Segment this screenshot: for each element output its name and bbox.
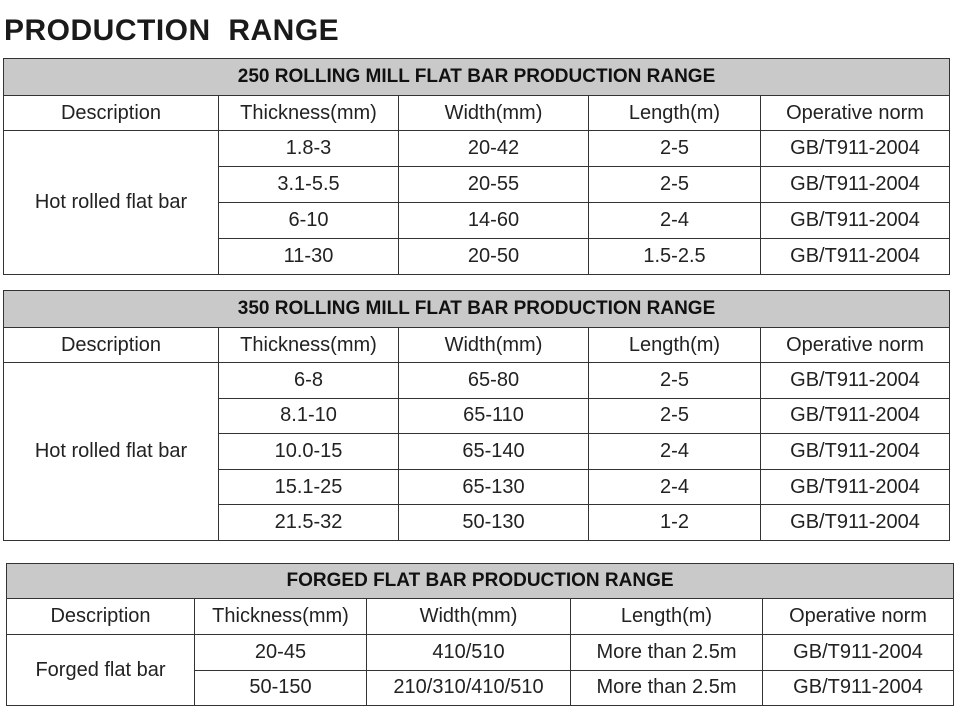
header-width: Width(mm) [366, 598, 571, 635]
length-cell: 2-5 [588, 397, 761, 435]
table-caption: 250 ROLLING MILL FLAT BAR PRODUCTION RAN… [2, 58, 951, 96]
width-cell: 210/310/410/510 [366, 669, 571, 706]
thickness-cell: 1.8-3 [218, 130, 399, 167]
description-cell: Hot rolled flat bar [3, 130, 219, 275]
header-length: Length(m) [588, 327, 761, 363]
width-cell: 65-110 [398, 397, 589, 435]
norm-cell: GB/T911-2004 [759, 362, 951, 399]
description-cell: Forged flat bar [6, 634, 195, 706]
thickness-cell: 21.5-32 [218, 504, 399, 541]
width-cell: 410/510 [366, 634, 571, 671]
table-row: 21.5-32 50-130 1-2 GB/T911-2004 [4, 504, 951, 541]
length-cell: More than 2.5m [570, 669, 763, 706]
norm-cell: GB/T911-2004 [759, 433, 951, 470]
header-thickness: Thickness(mm) [218, 327, 399, 363]
length-cell: 2-5 [588, 166, 761, 203]
norm-cell: GB/T911-2004 [761, 634, 955, 671]
header-length: Length(m) [588, 95, 761, 131]
table-row: Forged flat bar 20-45 410/510 More than … [6, 634, 955, 706]
width-cell: 14-60 [398, 202, 589, 239]
width-cell: 50-130 [398, 504, 589, 541]
norm-cell: GB/T911-2004 [761, 669, 955, 706]
width-cell: 20-42 [398, 130, 589, 167]
header-operative-norm: Operative norm [759, 327, 951, 363]
thickness-cell: 6-8 [218, 362, 399, 399]
thickness-cell: 20-45 [194, 634, 367, 671]
table-row: 15.1-25 65-130 2-4 GB/T911-2004 [4, 468, 951, 506]
norm-cell: GB/T911-2004 [759, 238, 951, 275]
table-row: 11-30 20-50 1.5-2.5 GB/T911-2004 [4, 238, 951, 275]
table-forged-flat-bar: FORGED FLAT BAR PRODUCTION RANGE Descrip… [5, 563, 955, 706]
header-width: Width(mm) [398, 95, 589, 131]
table-row: Hot rolled flat bar 1.8-3 20-42 2-5 GB/T… [3, 130, 951, 275]
header-description: Description [6, 598, 195, 635]
header-operative-norm: Operative norm [759, 95, 951, 131]
width-cell: 65-80 [398, 362, 589, 399]
table-row: Hot rolled flat bar 6-8 65-80 2-5 GB/T91… [3, 362, 951, 541]
table-row: 8.1-10 65-110 2-5 GB/T911-2004 [4, 397, 951, 435]
length-cell: More than 2.5m [570, 634, 763, 671]
norm-cell: GB/T911-2004 [759, 202, 951, 239]
norm-cell: GB/T911-2004 [759, 504, 951, 541]
width-cell: 65-130 [398, 468, 589, 506]
table-row: 50-150 210/310/410/510 More than 2.5m GB… [7, 669, 955, 706]
table-350-rolling-mill: 350 ROLLING MILL FLAT BAR PRODUCTION RAN… [2, 290, 951, 541]
header-row: Description Thickness(mm) Width(mm) Leng… [6, 598, 955, 635]
length-cell: 2-4 [588, 202, 761, 239]
thickness-cell: 50-150 [194, 669, 367, 706]
width-cell: 20-55 [398, 166, 589, 203]
header-width: Width(mm) [398, 327, 589, 363]
thickness-cell: 8.1-10 [218, 397, 399, 435]
table-250-rolling-mill: 250 ROLLING MILL FLAT BAR PRODUCTION RAN… [2, 58, 951, 275]
length-cell: 1.5-2.5 [588, 238, 761, 275]
length-cell: 1-2 [588, 504, 761, 541]
table-row: 6-10 14-60 2-4 GB/T911-2004 [4, 202, 951, 239]
table-row: 3.1-5.5 20-55 2-5 GB/T911-2004 [4, 166, 951, 203]
page-title: PRODUCTION RANGE [4, 14, 340, 47]
table-row: 10.0-15 65-140 2-4 GB/T911-2004 [4, 433, 951, 470]
header-description: Description [3, 327, 219, 363]
thickness-cell: 3.1-5.5 [218, 166, 399, 203]
thickness-cell: 15.1-25 [218, 468, 399, 506]
header-row: Description Thickness(mm) Width(mm) Leng… [3, 327, 951, 363]
table-caption: FORGED FLAT BAR PRODUCTION RANGE [5, 563, 955, 599]
length-cell: 2-4 [588, 433, 761, 470]
header-thickness: Thickness(mm) [218, 95, 399, 131]
width-cell: 20-50 [398, 238, 589, 275]
thickness-cell: 6-10 [218, 202, 399, 239]
header-operative-norm: Operative norm [761, 598, 955, 635]
thickness-cell: 10.0-15 [218, 433, 399, 470]
header-description: Description [3, 95, 219, 131]
table-caption: 350 ROLLING MILL FLAT BAR PRODUCTION RAN… [2, 290, 951, 328]
header-row: Description Thickness(mm) Width(mm) Leng… [3, 95, 951, 131]
description-cell: Hot rolled flat bar [3, 362, 219, 541]
thickness-cell: 11-30 [218, 238, 399, 275]
length-cell: 2-5 [588, 362, 761, 399]
length-cell: 2-4 [588, 468, 761, 506]
header-length: Length(m) [570, 598, 763, 635]
norm-cell: GB/T911-2004 [759, 130, 951, 167]
length-cell: 2-5 [588, 130, 761, 167]
norm-cell: GB/T911-2004 [759, 468, 951, 506]
norm-cell: GB/T911-2004 [759, 397, 951, 435]
header-thickness: Thickness(mm) [194, 598, 367, 635]
width-cell: 65-140 [398, 433, 589, 470]
norm-cell: GB/T911-2004 [759, 166, 951, 203]
